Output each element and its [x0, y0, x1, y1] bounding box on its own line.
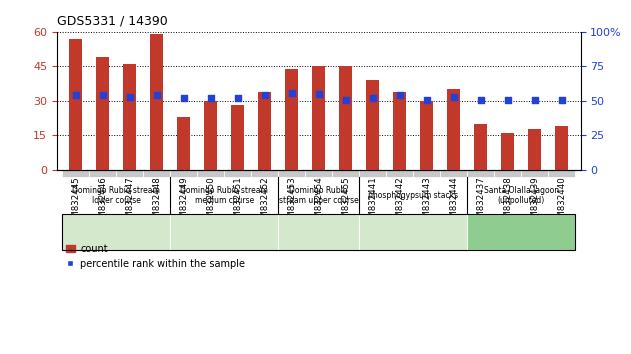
- Bar: [339, 67, 352, 170]
- Bar: [305, 170, 332, 177]
- Bar: [359, 170, 386, 177]
- Legend: count, percentile rank within the sample: count, percentile rank within the sample: [62, 240, 249, 273]
- Bar: [197, 170, 224, 177]
- Bar: [177, 117, 191, 170]
- Point: [179, 95, 189, 101]
- Bar: [278, 170, 305, 177]
- Bar: [386, 170, 413, 177]
- Bar: [548, 170, 575, 177]
- Bar: [204, 101, 218, 170]
- Bar: [494, 170, 521, 177]
- Point: [233, 95, 243, 101]
- Bar: [89, 170, 116, 177]
- Bar: [312, 67, 326, 170]
- Point: [286, 90, 297, 96]
- Bar: [467, 170, 494, 177]
- Bar: [420, 101, 433, 170]
- Text: other: other: [0, 353, 1, 354]
- Bar: [366, 80, 379, 170]
- Bar: [251, 170, 278, 177]
- Bar: [231, 105, 244, 170]
- Bar: [170, 213, 278, 251]
- Bar: [258, 92, 271, 170]
- Bar: [440, 170, 467, 177]
- Point: [557, 97, 567, 102]
- Point: [125, 94, 135, 99]
- Text: Domingo Rubio
stream upper course: Domingo Rubio stream upper course: [279, 185, 358, 205]
- Bar: [62, 170, 89, 177]
- Bar: [170, 170, 197, 177]
- Bar: [224, 170, 251, 177]
- Bar: [467, 213, 575, 251]
- Bar: [285, 69, 298, 170]
- Point: [151, 92, 162, 98]
- Text: Domingo Rubio stream
lower course: Domingo Rubio stream lower course: [72, 185, 160, 205]
- Bar: [69, 39, 83, 170]
- Bar: [393, 92, 406, 170]
- Bar: [150, 34, 163, 170]
- Text: GDS5331 / 14390: GDS5331 / 14390: [57, 14, 168, 27]
- Point: [476, 97, 486, 102]
- Point: [502, 97, 512, 102]
- Point: [314, 91, 324, 97]
- Point: [368, 95, 378, 101]
- Point: [259, 92, 269, 98]
- Text: Santa Olalla lagoon
(unpolluted): Santa Olalla lagoon (unpolluted): [483, 185, 558, 205]
- Bar: [62, 213, 575, 251]
- Bar: [278, 213, 359, 251]
- Bar: [96, 57, 109, 170]
- Bar: [528, 129, 541, 170]
- Point: [422, 97, 432, 102]
- Bar: [555, 126, 569, 170]
- Bar: [123, 64, 136, 170]
- Bar: [116, 170, 143, 177]
- Point: [529, 97, 540, 102]
- Text: phosphogypsum stacks: phosphogypsum stacks: [368, 191, 458, 200]
- Point: [394, 92, 404, 98]
- Text: Domingo Rubio stream
medium course: Domingo Rubio stream medium course: [180, 185, 268, 205]
- Bar: [332, 170, 359, 177]
- Bar: [143, 170, 170, 177]
- Bar: [447, 89, 461, 170]
- Point: [341, 97, 351, 102]
- Bar: [359, 213, 467, 251]
- Bar: [501, 133, 514, 170]
- Point: [449, 94, 459, 99]
- Bar: [413, 170, 440, 177]
- Bar: [521, 170, 548, 177]
- Bar: [474, 124, 487, 170]
- Point: [206, 95, 216, 101]
- Bar: [62, 213, 170, 251]
- Point: [98, 92, 108, 98]
- Point: [71, 92, 81, 98]
